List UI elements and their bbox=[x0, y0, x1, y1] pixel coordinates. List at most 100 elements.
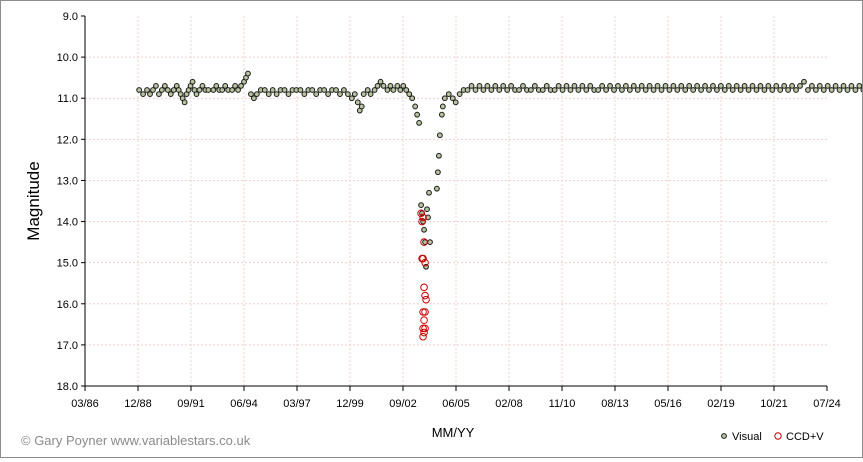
data-point-visual bbox=[844, 87, 851, 93]
data-point-visual bbox=[147, 91, 153, 98]
y-tick-label: 17.0 bbox=[57, 340, 78, 352]
data-point-visual bbox=[611, 87, 617, 93]
data-point-visual bbox=[599, 82, 606, 89]
data-point-visual bbox=[222, 82, 229, 89]
data-point-visual bbox=[281, 87, 288, 93]
data-point-visual bbox=[603, 87, 609, 93]
data-point-visual bbox=[464, 87, 471, 93]
x-tick-label: 10/21 bbox=[760, 398, 788, 410]
data-point-visual bbox=[824, 82, 831, 89]
data-point-visual bbox=[725, 82, 732, 89]
data-point-visual bbox=[634, 87, 641, 93]
data-point-visual bbox=[666, 87, 673, 93]
data-point-ccd-v bbox=[421, 308, 429, 316]
data-point-ccd-v bbox=[419, 324, 427, 333]
data-point-visual bbox=[721, 87, 728, 93]
data-point-ccd-v bbox=[419, 308, 427, 316]
data-point-visual bbox=[757, 82, 764, 89]
x-tick-label: 11/10 bbox=[549, 398, 576, 410]
data-point-visual bbox=[436, 132, 443, 139]
data-point-visual bbox=[504, 87, 511, 93]
data-point-visual bbox=[140, 91, 146, 98]
data-point-visual bbox=[480, 87, 487, 93]
data-point-visual bbox=[181, 99, 188, 106]
data-point-visual bbox=[484, 82, 491, 89]
data-point-visual bbox=[416, 119, 423, 126]
data-point-visual bbox=[630, 82, 637, 89]
data-point-ccd-v bbox=[422, 295, 430, 304]
data-point-visual bbox=[394, 82, 401, 89]
data-point-visual bbox=[409, 95, 416, 102]
data-point-visual bbox=[377, 78, 384, 85]
data-point-visual bbox=[812, 87, 819, 93]
data-point-visual bbox=[816, 82, 823, 89]
data-point-visual bbox=[189, 78, 196, 85]
series-visual bbox=[136, 70, 863, 270]
data-point-visual bbox=[626, 87, 633, 93]
data-point-visual bbox=[445, 91, 452, 98]
data-point-visual bbox=[364, 87, 371, 93]
x-tick-label: 06/94 bbox=[230, 398, 258, 410]
data-point-visual bbox=[765, 82, 772, 89]
data-point-visual bbox=[358, 103, 365, 110]
data-point-visual bbox=[144, 87, 150, 93]
data-point-visual bbox=[698, 87, 704, 93]
data-point-visual bbox=[615, 82, 621, 89]
data-point-visual bbox=[412, 103, 419, 110]
data-point-visual bbox=[531, 82, 538, 89]
data-point-visual bbox=[575, 87, 582, 93]
legend: Visual CCD+V bbox=[721, 431, 824, 443]
data-point-visual bbox=[424, 206, 430, 213]
data-point-visual bbox=[674, 87, 681, 93]
data-point-visual bbox=[860, 87, 863, 93]
data-point-visual bbox=[390, 87, 397, 93]
data-point-visual bbox=[753, 87, 760, 93]
data-point-visual bbox=[313, 91, 320, 98]
data-point-visual bbox=[374, 82, 381, 89]
data-point-visual bbox=[285, 91, 292, 98]
data-point-visual bbox=[492, 82, 499, 89]
data-point-visual bbox=[555, 82, 562, 89]
data-point-visual bbox=[583, 87, 590, 93]
data-point-visual bbox=[856, 82, 863, 89]
x-tick-label: 03/86 bbox=[71, 398, 99, 410]
data-point-visual bbox=[848, 82, 855, 89]
data-point-visual bbox=[706, 87, 712, 93]
x-tick-label: 07/24 bbox=[813, 398, 841, 410]
data-point-visual bbox=[761, 87, 768, 93]
data-point-visual bbox=[508, 82, 515, 89]
data-point-visual bbox=[694, 82, 701, 89]
data-point-visual bbox=[733, 82, 740, 89]
data-point-visual bbox=[539, 87, 546, 93]
y-tick-label: 11.0 bbox=[57, 93, 78, 105]
data-point-visual bbox=[164, 87, 171, 93]
data-point-visual bbox=[745, 87, 752, 93]
data-point-visual bbox=[371, 87, 378, 93]
data-point-visual bbox=[797, 82, 803, 89]
data-point-visual bbox=[832, 82, 839, 89]
x-tick-labels: 03/86 12/88 09/91 06/94 03/97 12/99 09/02 06/05… bbox=[71, 398, 841, 410]
data-point-visual bbox=[702, 82, 708, 89]
data-point-visual bbox=[646, 82, 653, 89]
data-point-visual bbox=[403, 87, 410, 93]
axes bbox=[81, 15, 828, 391]
x-tick-label: 05/16 bbox=[654, 398, 682, 410]
data-point-visual bbox=[563, 82, 570, 89]
data-point-visual bbox=[619, 87, 625, 93]
data-point-visual bbox=[229, 87, 236, 93]
data-point-visual bbox=[438, 111, 445, 118]
data-point-visual bbox=[351, 91, 358, 98]
data-point-ccd-v bbox=[421, 258, 429, 267]
data-point-ccd-v bbox=[419, 213, 427, 222]
data-point-visual bbox=[520, 82, 526, 89]
data-point-visual bbox=[472, 87, 479, 93]
data-point-visual bbox=[638, 82, 645, 89]
data-point-visual bbox=[781, 82, 788, 89]
x-tick-label: 02/08 bbox=[495, 398, 523, 410]
data-point-visual bbox=[836, 87, 843, 93]
data-point-visual bbox=[714, 87, 720, 93]
data-point-visual bbox=[662, 82, 669, 89]
data-point-visual bbox=[654, 82, 661, 89]
data-point-visual bbox=[406, 91, 413, 98]
